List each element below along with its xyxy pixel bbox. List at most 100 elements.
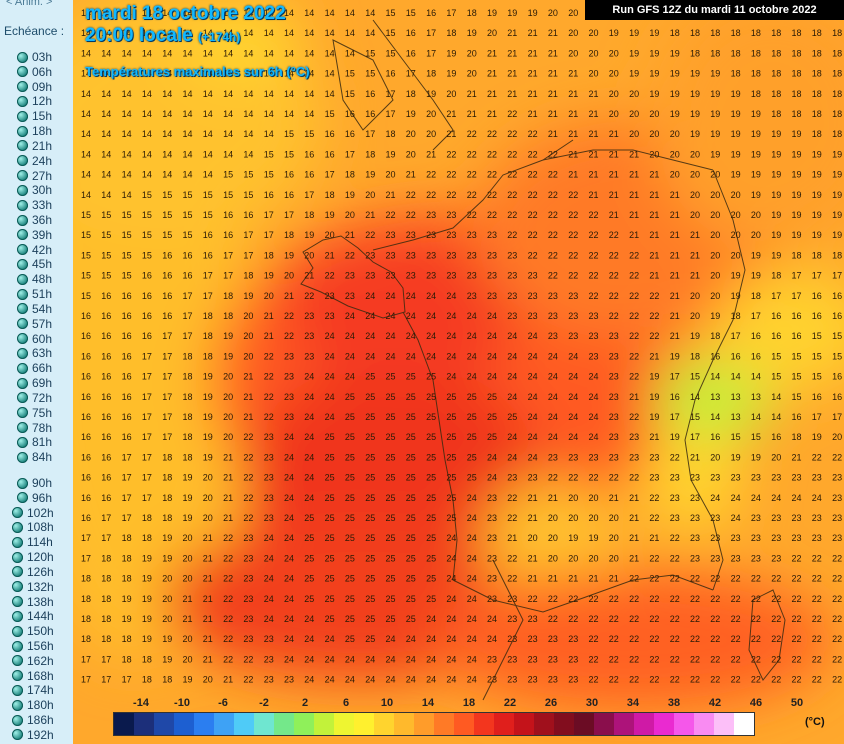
hour-button-78h[interactable]: 78h [17,420,52,436]
hour-label: 96h [32,490,53,505]
hour-button-36h[interactable]: 36h [17,212,52,228]
grid-temperature-value: 21 [223,452,233,462]
grid-temperature-value: 19 [690,331,700,341]
grid-temperature-value: 18 [142,533,152,543]
hour-button-45h[interactable]: 45h [17,256,52,272]
hour-button-21h[interactable]: 21h [17,138,52,154]
hour-button-42h[interactable]: 42h [17,242,52,258]
grid-temperature-value: 23 [467,271,477,281]
hour-button-132h[interactable]: 132h [12,579,54,595]
hour-button-126h[interactable]: 126h [12,564,54,580]
grid-temperature-value: 23 [325,291,335,301]
hour-button-27h[interactable]: 27h [17,168,52,184]
grid-temperature-value: 14 [325,48,335,58]
grid-temperature-value: 19 [832,230,842,240]
grid-temperature-value: 22 [548,210,558,220]
hour-button-60h[interactable]: 60h [17,331,52,347]
legend-swatch [394,713,414,735]
grid-temperature-value: 20 [162,594,172,604]
grid-temperature-value: 17 [223,250,233,260]
hour-button-81h[interactable]: 81h [17,434,52,450]
hour-button-72h[interactable]: 72h [17,390,52,406]
grid-temperature-value: 20 [690,311,700,321]
grid-temperature-value: 24 [467,594,477,604]
grid-temperature-value: 23 [609,392,619,402]
hour-button-174h[interactable]: 174h [12,682,54,698]
grid-temperature-value: 18 [710,28,720,38]
grid-temperature-value: 23 [528,271,538,281]
grid-temperature-value: 18 [792,89,802,99]
hour-button-24h[interactable]: 24h [17,153,52,169]
hour-label: 102h [27,505,54,520]
grid-temperature-value: 25 [386,553,396,563]
hour-button-33h[interactable]: 33h [17,197,52,213]
hour-button-30h[interactable]: 30h [17,182,52,198]
grid-temperature-value: 18 [792,69,802,79]
grid-temperature-value: 25 [467,392,477,402]
grid-temperature-value: 23 [528,634,538,644]
hour-button-120h[interactable]: 120h [12,549,54,565]
grid-temperature-value: 22 [243,654,253,664]
grid-temperature-value: 20 [426,129,436,139]
hour-button-192h[interactable]: 192h [12,727,54,743]
hour-button-108h[interactable]: 108h [12,519,54,535]
grid-temperature-value: 15 [812,351,822,361]
hour-button-09h[interactable]: 09h [17,79,52,95]
grid-temperature-value: 23 [365,271,375,281]
grid-temperature-value: 14 [162,48,172,58]
hour-button-186h[interactable]: 186h [12,712,54,728]
grid-temperature-value: 17 [81,675,91,685]
hour-bullet-icon [12,536,23,548]
hour-button-48h[interactable]: 48h [17,271,52,287]
grid-temperature-value: 25 [365,614,375,624]
grid-temperature-value: 14 [304,109,314,119]
hour-button-168h[interactable]: 168h [12,668,54,684]
grid-temperature-value: 22 [670,533,680,543]
hour-button-150h[interactable]: 150h [12,623,54,639]
grid-temperature-value: 21 [609,190,619,200]
hour-button-63h[interactable]: 63h [17,345,52,361]
hour-button-69h[interactable]: 69h [17,375,52,391]
hour-button-15h[interactable]: 15h [17,108,52,124]
hour-button-144h[interactable]: 144h [12,608,54,624]
grid-temperature-value: 18 [792,432,802,442]
grid-temperature-value: 18 [223,311,233,321]
hour-button-162h[interactable]: 162h [12,653,54,669]
hour-button-18h[interactable]: 18h [17,123,52,139]
grid-temperature-value: 25 [406,513,416,523]
hour-button-180h[interactable]: 180h [12,697,54,713]
hour-button-90h[interactable]: 90h [17,475,52,491]
hour-button-75h[interactable]: 75h [17,405,52,421]
grid-temperature-value: 14 [122,69,132,79]
hour-button-12h[interactable]: 12h [17,93,52,109]
hour-button-51h[interactable]: 51h [17,286,52,302]
grid-temperature-value: 19 [832,210,842,220]
hour-button-84h[interactable]: 84h [17,449,52,465]
hour-button-54h[interactable]: 54h [17,301,52,317]
grid-temperature-value: 22 [528,250,538,260]
grid-temperature-value: 22 [649,594,659,604]
hour-button-39h[interactable]: 39h [17,227,52,243]
hour-button-06h[interactable]: 06h [17,64,52,80]
grid-temperature-value: 24 [568,412,578,422]
hour-button-138h[interactable]: 138h [12,594,54,610]
hour-button-96h[interactable]: 96h [17,490,52,506]
grid-temperature-value: 22 [792,614,802,624]
grid-temperature-value: 16 [101,493,111,503]
animation-toggle[interactable]: < Anim. > [6,0,53,8]
grid-temperature-value: 23 [751,553,761,563]
grid-temperature-value: 19 [751,250,761,260]
hour-button-66h[interactable]: 66h [17,360,52,376]
grid-temperature-value: 21 [690,250,700,260]
hour-button-57h[interactable]: 57h [17,316,52,332]
hour-button-156h[interactable]: 156h [12,638,54,654]
hour-button-03h[interactable]: 03h [17,49,52,65]
hour-button-114h[interactable]: 114h [12,534,53,550]
grid-temperature-value: 22 [507,553,517,563]
grid-temperature-value: 25 [386,432,396,442]
grid-temperature-value: 16 [101,432,111,442]
grid-temperature-value: 19 [812,170,822,180]
grid-temperature-value: 20 [568,553,578,563]
hour-button-102h[interactable]: 102h [12,505,54,521]
grid-temperature-value: 22 [446,190,456,200]
